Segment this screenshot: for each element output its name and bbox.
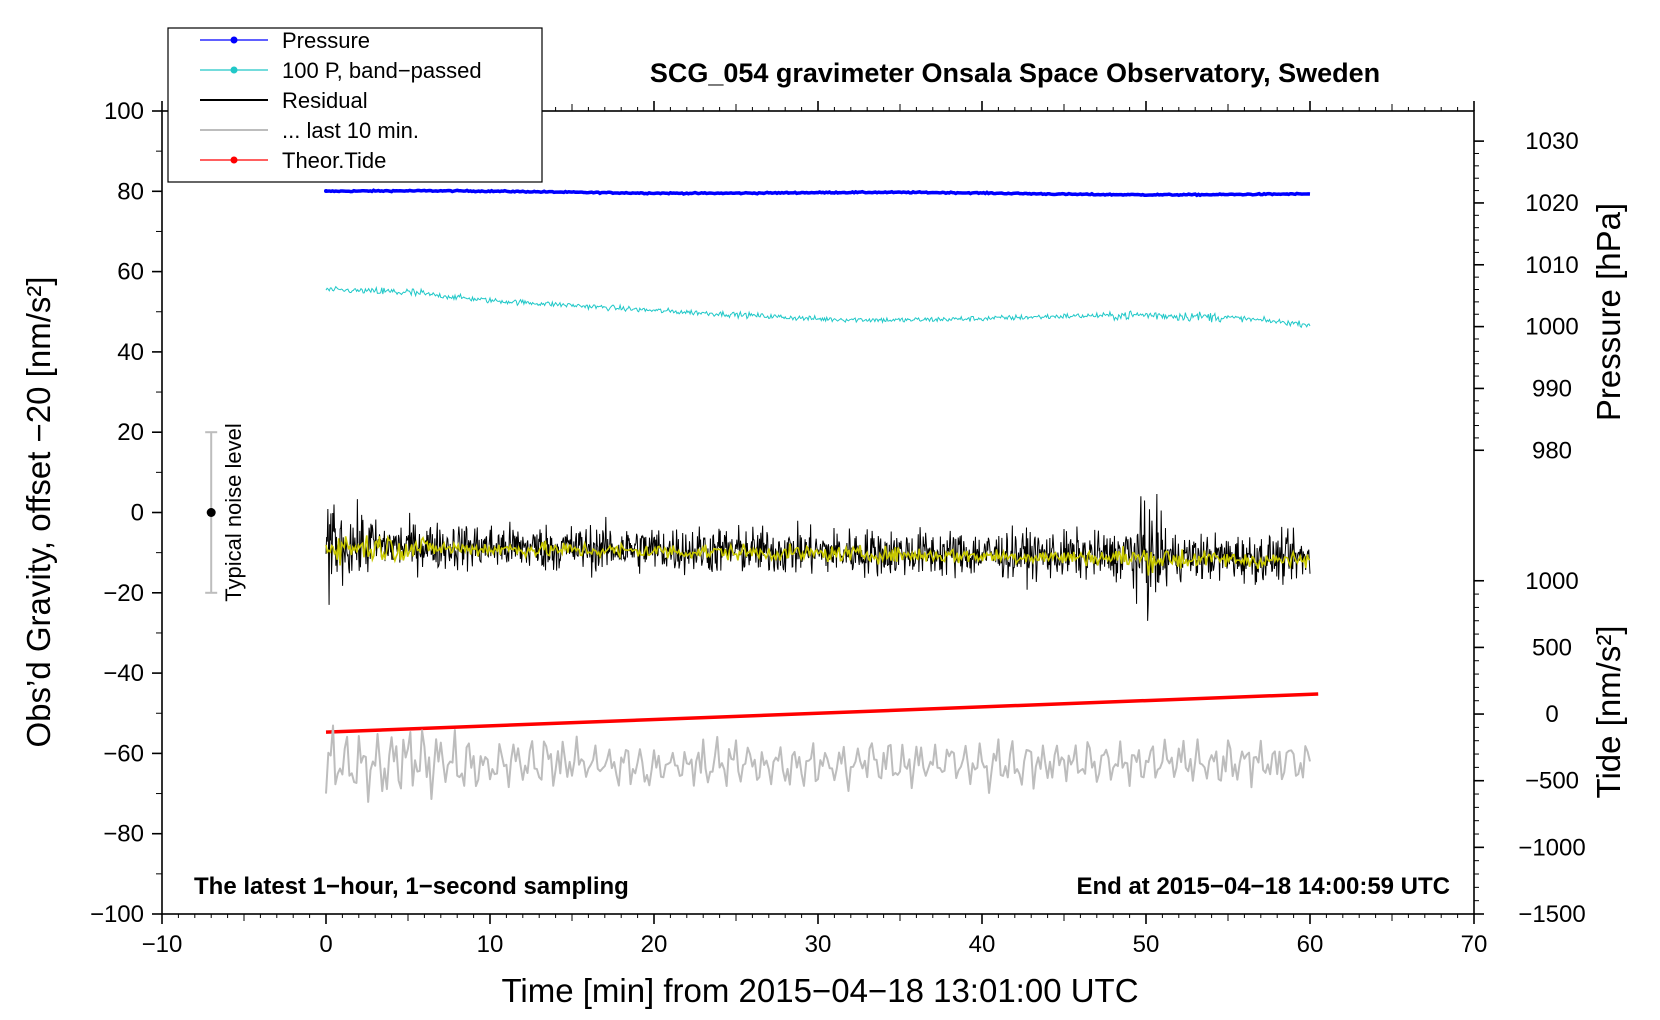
- annotation-sampling: The latest 1−hour, 1−second sampling: [194, 873, 629, 900]
- y-tick-label: 0: [131, 500, 144, 527]
- pressure-tick-label: 1000: [1525, 314, 1578, 341]
- x-tick-label: 10: [477, 931, 504, 958]
- tide-tick-label: −1500: [1518, 901, 1585, 928]
- x-axis-title: Time [min] from 2015−04−18 13:01:00 UTC: [501, 972, 1138, 1009]
- noise-bar-dot: [207, 508, 216, 517]
- legend-label-band-passed: 100 P, band−passed: [282, 58, 482, 83]
- y-axis-title-tide: Tide [nm/s²]: [1590, 626, 1627, 799]
- pressure-tick-label: 990: [1532, 375, 1572, 402]
- y-tick-label: 60: [117, 259, 144, 286]
- y-tick-label: −60: [103, 740, 144, 767]
- noise-level-label: Typical noise level: [221, 423, 246, 602]
- legend-label-theor-tide: Theor.Tide: [282, 148, 386, 173]
- legend-marker-band-passed: [231, 67, 238, 74]
- x-tick-label: 50: [1133, 931, 1160, 958]
- y-tick-label: −40: [103, 660, 144, 687]
- x-tick-label: 40: [969, 931, 996, 958]
- tide-tick-label: 500: [1532, 634, 1572, 661]
- tide-tick-label: 1000: [1525, 568, 1578, 595]
- x-tick-label: 60: [1297, 931, 1324, 958]
- pressure-tick-label: 980: [1532, 437, 1572, 464]
- annotation-end-time: End at 2015−04−18 14:00:59 UTC: [1076, 873, 1450, 900]
- legend-label-pressure: Pressure: [282, 28, 370, 53]
- pressure-tick-label: 1030: [1525, 128, 1578, 155]
- noise-level-indicator: Typical noise level: [205, 423, 246, 602]
- x-tick-label: −10: [142, 931, 183, 958]
- y-tick-label: 100: [104, 98, 144, 125]
- legend: Pressure 100 P, band−passed Residual ...…: [168, 28, 542, 182]
- y-axis-title-pressure: Pressure [hPa]: [1590, 203, 1627, 421]
- pressure-tick-label: 1010: [1525, 252, 1578, 279]
- x-tick-label: 0: [319, 931, 332, 958]
- y-tick-label: −100: [90, 901, 144, 928]
- y-tick-label: 20: [117, 419, 144, 446]
- chart-title: SCG_054 gravimeter Onsala Space Observat…: [650, 58, 1380, 88]
- tide-tick-label: 0: [1545, 701, 1558, 728]
- y-tick-label: −80: [103, 821, 144, 848]
- legend-marker-pressure: [231, 37, 238, 44]
- y-tick-label: 40: [117, 339, 144, 366]
- y-tick-label: 80: [117, 178, 144, 205]
- pressure-tick-label: 1020: [1525, 190, 1578, 217]
- x-tick-label: 70: [1461, 931, 1488, 958]
- y-axis-title-left: Obs’d Gravity, offset −20 [nm/s²]: [20, 276, 57, 747]
- gravimeter-chart: −10 0 10 20 30 40 50 60 70100806040200−20−40−60−…: [0, 0, 1660, 1020]
- tide-tick-label: −500: [1525, 768, 1579, 795]
- series-pressure-marker: [324, 189, 328, 193]
- legend-label-residual: Residual: [282, 88, 368, 113]
- x-tick-label: 30: [805, 931, 832, 958]
- x-tick-label: 20: [641, 931, 668, 958]
- legend-label-last-10-min: ... last 10 min.: [282, 118, 419, 143]
- legend-marker-theor-tide: [231, 157, 238, 164]
- y-tick-label: −20: [103, 580, 144, 607]
- tide-tick-label: −1000: [1518, 834, 1585, 861]
